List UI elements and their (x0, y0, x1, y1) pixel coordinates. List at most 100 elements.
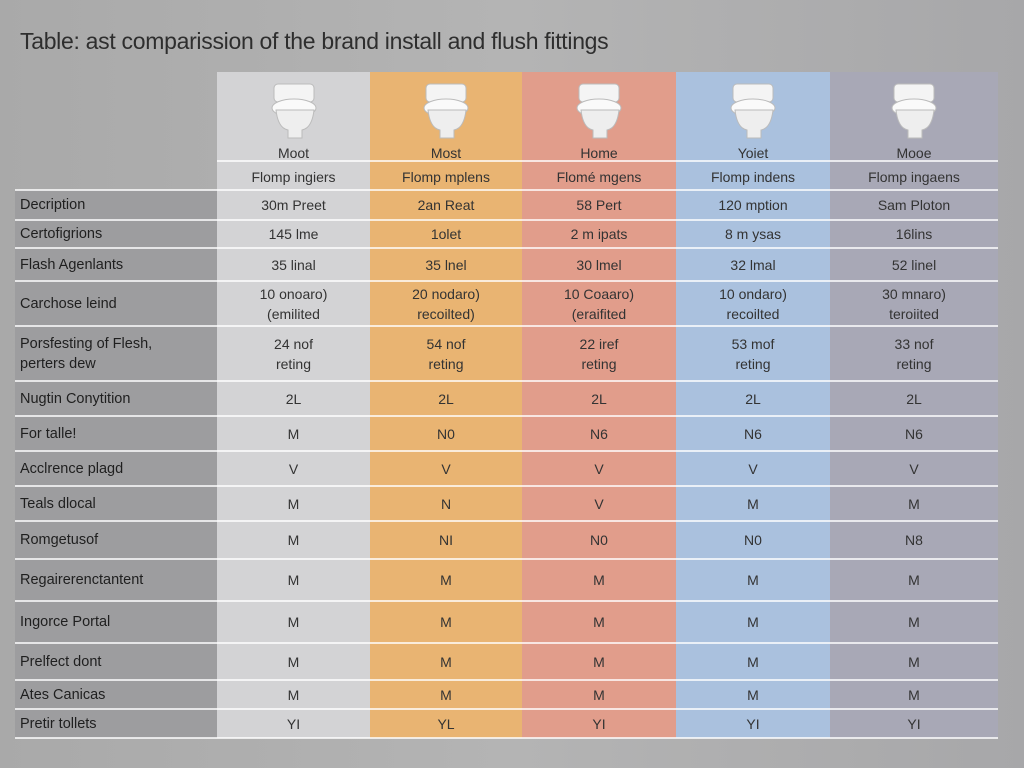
table-cell: 10 ondaro) recoilted (719, 285, 787, 322)
toilet-graphic (730, 83, 776, 139)
row-label: Pretir tollets (20, 715, 97, 732)
table-cell: V (594, 495, 604, 512)
column-subtitle: Flomp ingaens (868, 169, 960, 185)
column-background (217, 72, 370, 738)
table-cell: YI (907, 715, 921, 732)
column-subtitle: Flomp ingiers (251, 169, 336, 185)
column-name: Yoiet (737, 145, 769, 161)
table-cell: N8 (905, 532, 923, 548)
table-cell: 2L (906, 390, 922, 407)
table-cell: M (908, 495, 920, 512)
toilet-icon (416, 78, 476, 140)
table-cell: 2L (591, 390, 607, 407)
table-cell: 2an Reat (417, 197, 475, 213)
table-cell: N0 (437, 425, 455, 442)
row-label: Porsfesting of Flesh, perters dew (20, 335, 153, 372)
toilet-icon (884, 78, 944, 140)
row-label: Acclrence plagd (20, 460, 124, 477)
table-cell: 1olet (430, 226, 462, 242)
column-name: Most (430, 145, 462, 161)
row-label: Certofigrions (20, 226, 103, 242)
table-cell: YI (746, 715, 760, 732)
table-cell: NI (439, 532, 453, 548)
table-cell: 10 onoaro) (emilited (259, 285, 328, 322)
table-cell: M (908, 653, 920, 670)
row-line (15, 219, 998, 221)
table-cell: 24 nof reting (274, 335, 313, 372)
row-label: Decription (20, 197, 86, 213)
row-line (15, 558, 998, 560)
row-line (15, 189, 998, 191)
table-cell: YL (437, 715, 455, 732)
row-line (15, 415, 998, 417)
table-cell: M (287, 653, 300, 670)
table-cell: M (287, 425, 300, 442)
column-name: Mooe (896, 145, 932, 161)
table-cell: M (747, 495, 759, 512)
table-cell: M (593, 653, 605, 670)
table-cell: 30m Preet (261, 197, 326, 213)
table-cell: 54 nof reting (426, 335, 466, 372)
table-cell: 2L (745, 390, 761, 407)
table-cell: M (593, 614, 605, 630)
column-background (370, 72, 522, 738)
row-line (15, 520, 998, 522)
table-title: Table: ast comparission of the brand ins… (20, 28, 609, 54)
row-label: Romgetusof (20, 532, 99, 548)
row-label: Regairerenctantent (20, 572, 144, 588)
table-cell: M (440, 614, 452, 630)
row-label: For talle! (20, 425, 77, 442)
row-label: Flash Agenlants (20, 256, 124, 273)
table-cell: M (908, 572, 920, 588)
toilet-graphic (423, 83, 469, 139)
table-cell: Sam Ploton (877, 197, 951, 213)
table-cell: 22 iref reting (579, 335, 619, 372)
column-background (676, 72, 830, 738)
row-line (15, 679, 998, 681)
table-cell: 32 lmal (730, 256, 776, 273)
column-name: Moot (277, 145, 310, 161)
table-cell: N6 (905, 425, 923, 442)
table-cell: M (593, 572, 605, 588)
toilet-icon (264, 78, 324, 140)
table-cell: 58 Pert (576, 197, 622, 213)
table-cell: N0 (744, 532, 762, 548)
column-subtitle: Flomp indens (710, 169, 796, 185)
row-line (15, 485, 998, 487)
table-cell: 35 linal (271, 256, 316, 273)
table-cell: 2 m ipats (570, 226, 628, 242)
table-cell: 2L (438, 390, 454, 407)
table-cell: N6 (744, 425, 762, 442)
toilet-graphic (271, 83, 316, 139)
table-cell: N0 (590, 532, 608, 548)
table-cell: M (747, 653, 759, 670)
table-cell: M (440, 572, 452, 588)
table-cell: 2L (285, 390, 302, 407)
table-cell: 35 lnel (425, 256, 467, 273)
table-cell: M (287, 614, 300, 630)
table-cell: 30 lmel (576, 256, 622, 273)
table-cell: 53 mof reting (731, 335, 775, 372)
table-cell: M (287, 532, 300, 548)
row-label: Ingorce Portal (20, 614, 111, 630)
table-cell: V (594, 460, 604, 477)
row-line (15, 600, 998, 602)
row-line (15, 247, 998, 249)
table-cell: V (441, 460, 451, 477)
table-cell: M (908, 614, 920, 630)
table-cell: M (747, 572, 759, 588)
column-name: Home (580, 145, 618, 161)
table-cell: 145 lme (268, 226, 319, 242)
table-cell: V (909, 460, 919, 477)
table-cell: M (747, 686, 759, 703)
table-cell: 20 nodaro) recoilted) (412, 285, 480, 322)
toilet-graphic (891, 83, 937, 139)
table-cell: M (440, 653, 452, 670)
toilet-graphic (576, 83, 622, 139)
row-label: Carchose leind (20, 295, 117, 312)
row-label: Prelfect dont (20, 653, 102, 670)
table-cell: M (908, 686, 920, 703)
table-cell: 120 mption (718, 197, 788, 213)
table-cell: YI (286, 715, 301, 732)
row-line (15, 642, 998, 644)
